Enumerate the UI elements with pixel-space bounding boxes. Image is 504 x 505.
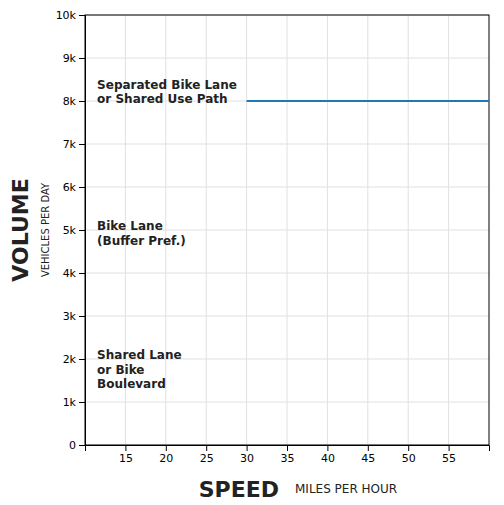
y-tick: 10k [56, 9, 85, 22]
x-axis: 15 20 25 30 35 40 45 50 55 [86, 445, 490, 465]
x-tick-mark [287, 445, 288, 451]
x-tick-mark [125, 445, 126, 451]
x-tick-label: 45 [361, 452, 375, 465]
y-tick-label: 10k [56, 9, 77, 22]
grid-line-y [85, 273, 489, 274]
y-tick-mark [79, 58, 85, 59]
x-tick-label: 50 [402, 452, 416, 465]
x-tick-label: 20 [159, 452, 173, 465]
y-tick-mark [79, 187, 85, 188]
x-tick: 25 [200, 445, 214, 465]
y-tick-label: 7k [63, 138, 77, 151]
y-axis-line [79, 16, 86, 446]
x-tick-mark [327, 445, 328, 451]
x-tick-label: 55 [442, 452, 456, 465]
x-axis-line [86, 446, 490, 452]
plot: 15 20 25 30 35 40 45 50 55 0 1k 2k 3k 4k 5k 6k 7k 8k 9k 10k… [56, 9, 490, 465]
annotation: Bike Lane(Buffer Pref.) [97, 219, 186, 247]
grid-line-y [85, 58, 489, 59]
y-tick-label: 9k [63, 52, 77, 65]
grid-line-y [85, 187, 489, 188]
y-axis: 0 1k 2k 3k 4k 5k 6k 7k 8k 9k 10k [56, 9, 86, 452]
annotations: Shared Laneor BikeBoulevard Bike Lane(Buf… [97, 77, 237, 391]
x-tick-mark [247, 445, 248, 451]
x-tick-mark [166, 445, 167, 451]
plot-frame [85, 15, 489, 445]
y-tick-mark [79, 359, 85, 360]
x-axis-title: SPEED [199, 477, 279, 502]
x-tick-mark [206, 445, 207, 451]
x-tick-label: 25 [200, 452, 214, 465]
grid-line-y [85, 144, 489, 145]
y-tick-label: 2k [63, 353, 77, 366]
x-tick-mark [408, 445, 409, 451]
x-tick-label: 15 [119, 452, 133, 465]
x-tick: 15 [119, 445, 133, 465]
y-tick-mark [79, 144, 85, 145]
chart: 15 20 25 30 35 40 45 50 55 0 1k 2k 3k 4k 5k 6k 7k 8k 9k 10k… [0, 0, 504, 505]
y-tick: 3k [63, 310, 85, 323]
x-tick-label: 40 [321, 452, 335, 465]
y-tick-mark [79, 445, 85, 446]
y-tick: 5k [63, 224, 85, 237]
grid-line-y [85, 316, 489, 317]
grid-line-y [85, 402, 489, 403]
y-tick: 0 [69, 439, 85, 452]
y-tick-label: 3k [63, 310, 77, 323]
y-tick-label: 1k [63, 396, 77, 409]
marks [247, 101, 489, 102]
x-tick-label: 30 [240, 452, 254, 465]
y-tick: 8k [63, 95, 85, 108]
y-tick-label: 4k [63, 267, 77, 280]
x-tick: 20 [159, 445, 173, 465]
y-tick-label: 6k [63, 181, 77, 194]
x-tick-mark [449, 445, 450, 451]
y-tick-mark [79, 230, 85, 231]
y-tick-label: 5k [63, 224, 77, 237]
x-tick: 30 [240, 445, 254, 465]
y-tick: 7k [63, 138, 85, 151]
y-tick-mark [79, 15, 85, 16]
x-tick-mark [368, 445, 369, 451]
x-tick: 55 [442, 445, 456, 465]
y-tick-label: 0 [69, 439, 76, 452]
y-axis-subtitle: VEHICLES PER DAY [40, 182, 51, 277]
x-tick: 45 [361, 445, 375, 465]
grid [85, 15, 489, 445]
x-tick: 50 [402, 445, 416, 465]
line [247, 100, 489, 102]
y-axis-title: VOLUME [8, 178, 33, 281]
y-tick: 9k [63, 52, 85, 65]
x-axis-subtitle: MILES PER HOUR [295, 482, 397, 496]
y-tick: 2k [63, 353, 85, 366]
annotation: Shared Laneor BikeBoulevard [97, 348, 182, 391]
y-tick: 4k [63, 267, 85, 280]
y-tick-mark [79, 101, 85, 102]
x-tick-label: 35 [281, 452, 295, 465]
x-tick: 35 [281, 445, 295, 465]
y-tick: 1k [63, 396, 85, 409]
x-tick: 40 [321, 445, 335, 465]
y-tick-label: 8k [63, 95, 77, 108]
y-tick-mark [79, 402, 85, 403]
y-tick-mark [79, 316, 85, 317]
annotation: Separated Bike Laneor Shared Use Path [97, 77, 237, 105]
y-tick-mark [79, 273, 85, 274]
y-tick: 6k [63, 181, 85, 194]
